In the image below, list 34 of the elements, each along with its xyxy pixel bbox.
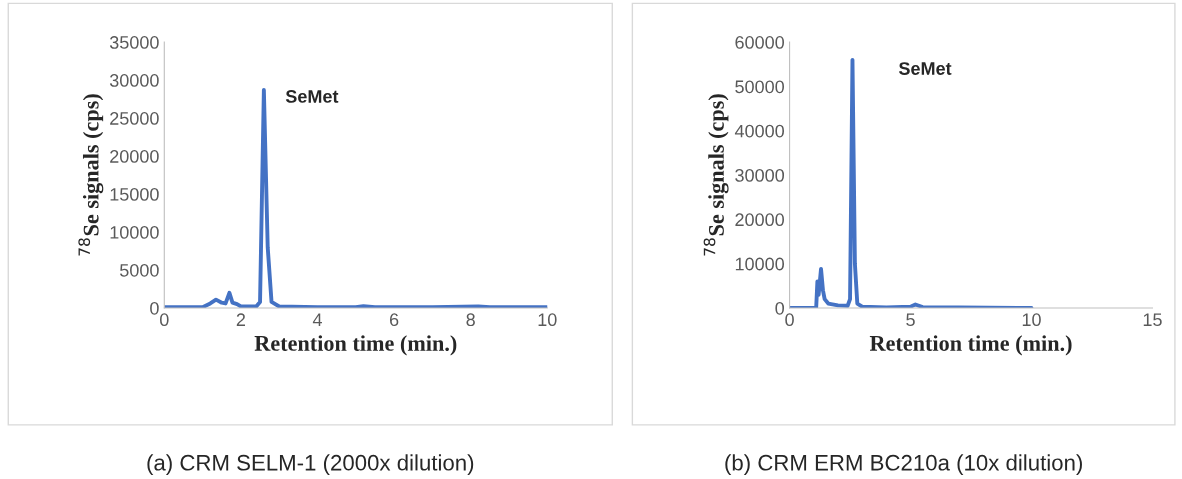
y-axis-title: $^{78}$Se signals (cps): [78, 94, 104, 256]
y-tick-label: 0: [775, 301, 785, 315]
y-tick-label: 15000: [110, 188, 159, 201]
x-tick-label: 4: [312, 313, 322, 326]
y-tick-label: 20000: [110, 150, 159, 163]
x-tick-label: 15: [1143, 313, 1162, 327]
y-axis-title: $^{78}$Se signals (cps): [703, 94, 729, 256]
y-tick-label: 5000: [120, 263, 159, 277]
y-tick-label: 60000: [735, 36, 785, 49]
y-tick-label: 25000: [110, 112, 159, 125]
y-tick-label: 40000: [734, 124, 785, 138]
text: (b) CRM ERM BC210a (10x dilution): [725, 454, 1082, 475]
y-tick-label: 10000: [735, 257, 785, 271]
x-tick-label: 2: [236, 313, 246, 326]
line-series: [789, 57, 1034, 308]
x-tick-label: 10: [1022, 313, 1041, 327]
y-tick-label: 10000: [110, 225, 159, 239]
y-tick-label: 30000: [109, 74, 159, 87]
x-tick-label: 5: [906, 313, 915, 327]
y-tick-label: 35000: [109, 36, 159, 49]
y-tick-label: 0: [150, 301, 159, 315]
x-tick-label: 6: [389, 313, 399, 327]
y-tick-label: 50000: [735, 80, 785, 94]
x-tick-label: 0: [785, 313, 794, 327]
y-tick-label: 20000: [735, 213, 785, 227]
y-tick-label: 30000: [735, 169, 785, 182]
x-axis-title: Retention time (min.): [254, 335, 457, 356]
annotation: SeMet: [898, 62, 952, 75]
annotation: SeMet: [285, 90, 339, 103]
x-tick-label: 8: [466, 313, 475, 327]
x-tick-label: 0: [159, 313, 169, 327]
text: (a) CRM SELM-1 (2000x dilution): [147, 454, 474, 475]
x-tick-label: 10: [538, 313, 557, 327]
x-axis-title: Retention time (min.): [869, 335, 1072, 356]
